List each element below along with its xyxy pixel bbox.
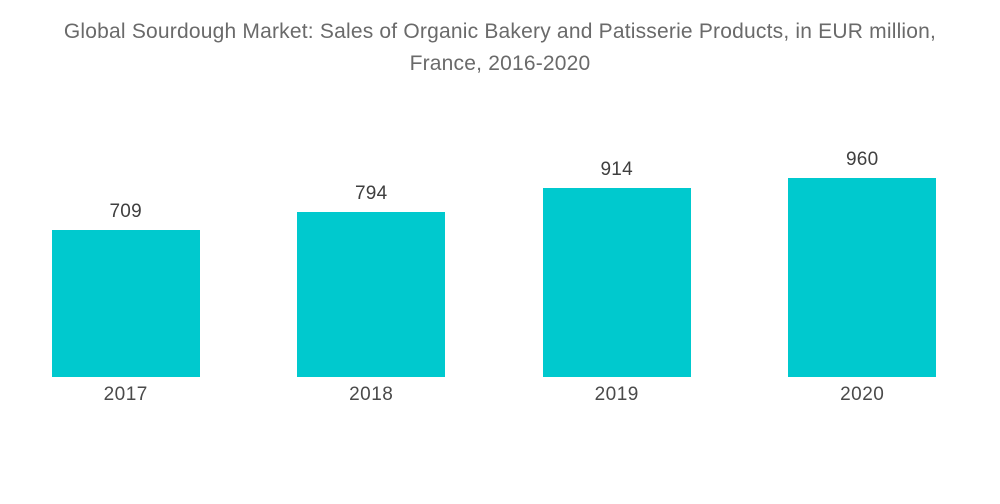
bar-column-2017: 709 bbox=[3, 201, 249, 377]
bar-column-2019: 914 bbox=[494, 159, 740, 377]
x-axis-label-2017: 2017 bbox=[103, 384, 148, 405]
bar-column-2018: 794 bbox=[249, 183, 495, 377]
x-axis: 2017 2018 2019 2020 bbox=[3, 384, 985, 406]
bar-column-2020: 960 bbox=[740, 149, 986, 377]
chart-title: Global Sourdough Market: Sales of Organi… bbox=[20, 16, 980, 79]
chart-title-line2: France, 2016-2020 bbox=[409, 51, 591, 75]
bar-value-label: 914 bbox=[600, 159, 634, 180]
bar-chart-plot-area: 709 794 914 960 bbox=[3, 0, 985, 377]
bar-value-label: 960 bbox=[845, 149, 879, 170]
bar-2017 bbox=[51, 230, 200, 377]
chart-title-line1: Global Sourdough Market: Sales of Organi… bbox=[63, 20, 937, 43]
x-axis-label-2019: 2019 bbox=[594, 384, 639, 405]
bar-value-label: 709 bbox=[109, 201, 143, 222]
bar-2019 bbox=[542, 188, 691, 377]
bar-2020 bbox=[788, 178, 937, 377]
bar-2018 bbox=[297, 212, 446, 377]
x-axis-label-2020: 2020 bbox=[840, 384, 885, 405]
bar-value-label: 794 bbox=[354, 183, 388, 204]
x-axis-label-2018: 2018 bbox=[349, 384, 394, 405]
